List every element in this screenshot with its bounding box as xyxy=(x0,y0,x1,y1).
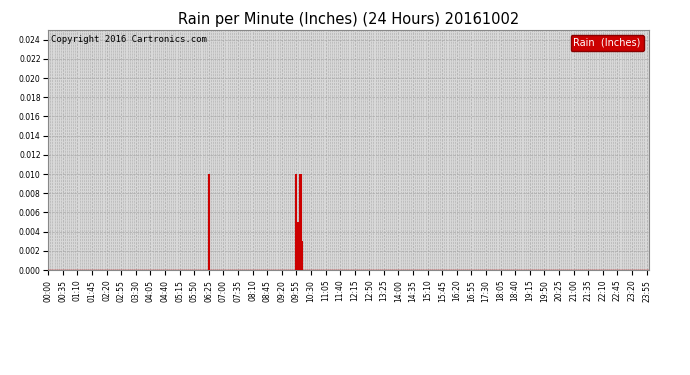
Text: Copyright 2016 Cartronics.com: Copyright 2016 Cartronics.com xyxy=(51,35,207,44)
Legend: Rain  (Inches): Rain (Inches) xyxy=(571,35,644,51)
Title: Rain per Minute (Inches) (24 Hours) 20161002: Rain per Minute (Inches) (24 Hours) 2016… xyxy=(178,12,519,27)
